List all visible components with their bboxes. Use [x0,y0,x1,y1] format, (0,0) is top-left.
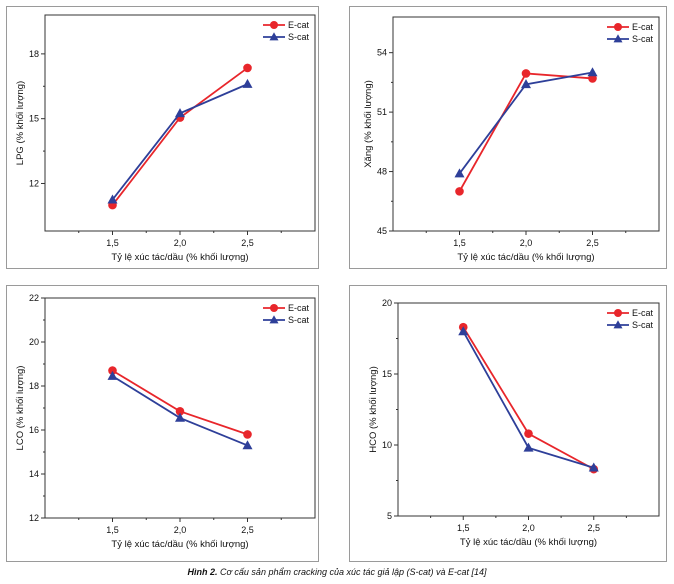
data-point-e-cat [243,63,252,73]
plot-frame [44,14,316,232]
x-tick-label: 2,5 [241,238,254,248]
data-point-s-cat [242,440,253,450]
legend-label-s-cat: S-cat [632,320,654,330]
data-point-s-cat [454,168,465,178]
series-line-e-cat [458,72,593,192]
x-axis-label: Tỷ lệ xúc tác/dầu (% khối lượng) [460,537,597,548]
legend-marker-e-cat [614,309,622,317]
chart-panel-lpg: 1,5 2,0 2,5 12 15 18 Tỷ lệ xúc tác/dầu (% khối… [6,6,319,269]
series-line-e-cat [112,369,248,436]
legend-marker-s-cat [613,34,623,43]
y-tick-label: 20 [382,298,392,308]
y-tick-label: 18 [29,49,39,59]
legend-label-e-cat: E-cat [632,22,654,32]
data-point-e-cat [524,429,533,438]
data-point-e-cat [175,407,185,416]
data-point-e-cat [521,69,531,78]
legend-label-e-cat: E-cat [288,303,310,313]
y-tick-label: 15 [29,114,39,124]
plot-frame [397,302,660,517]
data-point-e-cat [455,187,464,196]
chart-lco: 1,5 2,0 2,5 12 14 16 18 20 22 Tỷ lệ xúc tác/dầu (… [15,293,316,550]
chart-panel-gasoline: 1,5 2,0 2,5 45 48 51 54 Tỷ lệ xúc tác/dầu (% kh… [349,6,667,269]
y-tick-label: 48 [377,167,387,177]
x-tick-label: 2,0 [520,238,533,248]
data-point-s-cat [588,462,599,472]
y-tick-label: 14 [29,469,39,479]
data-point-s-cat [521,79,531,89]
x-tick-label: 1,5 [453,238,466,248]
y-tick-label: 20 [29,337,39,347]
y-tick-label: 22 [29,293,39,303]
y-tick-label: 51 [377,107,387,117]
legend-marker-e-cat [270,21,278,29]
x-tick-label: 1,5 [457,523,470,533]
data-point-s-cat [587,67,598,77]
figure-caption: Hình 2. Cơ cấu sản phẩm cracking của xúc… [0,567,674,577]
data-point-s-cat [175,412,185,422]
y-tick-label: 18 [29,381,39,391]
x-tick-label: 1,5 [106,238,119,248]
legend-label-s-cat: S-cat [288,32,310,42]
x-axis-label: Tỷ lệ xúc tác/dầu (% khối lượng) [111,539,248,550]
x-tick-label: 2,5 [241,525,254,535]
legend-label-e-cat: E-cat [632,308,654,318]
legend-marker-e-cat [270,304,278,312]
x-axis-label: Tỷ lệ xúc tác/dầu (% khối lượng) [111,252,248,263]
legend-marker-s-cat [269,315,279,324]
x-tick-label: 2,5 [587,523,600,533]
y-axis-label: Xăng (% khối lượng) [363,80,374,168]
series-line-s-cat [111,83,248,201]
x-tick-label: 1,5 [106,525,119,535]
chart-gasoline: 1,5 2,0 2,5 45 48 51 54 Tỷ lệ xúc tác/dầu (% kh… [363,16,660,263]
y-tick-label: 16 [29,425,39,435]
data-point-s-cat [107,194,118,204]
y-tick-label: 12 [29,178,39,188]
data-point-s-cat [107,370,118,380]
data-point-s-cat [175,108,185,118]
legend-label-e-cat: E-cat [288,20,310,30]
x-tick-label: 2,0 [174,525,187,535]
caption-prefix: Hình 2. [187,567,218,577]
x-tick-label: 2,5 [586,238,599,248]
y-tick-label: 54 [377,48,387,58]
chart-hco: 1,5 2,0 2,5 5 10 15 20 Tỷ lệ xúc tác/dầu (% khố… [368,298,660,548]
chart-panel-lco: 1,5 2,0 2,5 12 14 16 18 20 22 Tỷ lệ xúc tác/dầu (… [6,285,319,562]
y-tick-label: 5 [387,511,392,521]
chart-lpg: 1,5 2,0 2,5 12 15 18 Tỷ lệ xúc tác/dầu (% khối… [15,14,316,263]
data-point-e-cat [243,430,252,439]
legend-label-s-cat: S-cat [288,315,310,325]
legend-marker-s-cat [613,320,623,329]
y-tick-label: 45 [377,226,387,236]
legend-marker-e-cat [614,23,622,31]
plot-frame [392,16,660,232]
caption-text: Cơ cấu sản phẩm cracking của xúc tác giả… [219,567,487,577]
x-axis-label: Tỷ lệ xúc tác/dầu (% khối lượng) [457,252,594,263]
chart-panel-hco: 1,5 2,0 2,5 5 10 15 20 Tỷ lệ xúc tác/dầu (% khố… [349,285,667,562]
y-axis-label: LPG (% khối lượng) [15,81,26,165]
y-tick-label: 12 [29,513,39,523]
y-axis-label: LCO (% khối lượng) [15,366,26,451]
legend-label-s-cat: S-cat [632,34,654,44]
legend-marker-s-cat [269,32,279,41]
data-point-s-cat [242,78,253,88]
series-line-e-cat [111,67,249,206]
y-tick-label: 15 [382,369,392,379]
y-tick-label: 10 [382,440,392,450]
x-tick-label: 2,0 [522,523,535,533]
y-axis-label: HCO (% khối lượng) [368,366,379,453]
data-point-s-cat [458,326,469,336]
x-tick-label: 2,0 [174,238,187,248]
data-point-e-cat [108,366,117,375]
data-point-s-cat [523,442,534,452]
